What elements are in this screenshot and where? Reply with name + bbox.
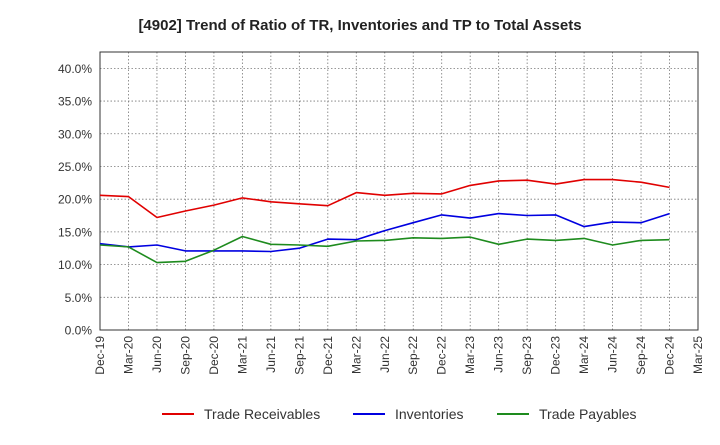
y-tick-label: 30.0%	[58, 127, 92, 141]
x-tick-label: Mar-24	[577, 336, 591, 374]
y-tick-label: 10.0%	[58, 258, 92, 272]
legend-item: Trade Receivables	[162, 406, 320, 422]
x-tick-label: Mar-23	[463, 336, 477, 374]
legend-label: Trade Payables	[539, 406, 637, 422]
x-tick-label: Jun-21	[264, 336, 278, 373]
x-tick-label: Jun-24	[606, 336, 620, 373]
series-line-trade-payables	[99, 235, 670, 264]
x-tick-label: Sep-22	[406, 336, 420, 375]
x-tick-label: Mar-20	[121, 336, 135, 374]
plot-frame	[99, 51, 699, 331]
x-tick-label: Dec-19	[93, 336, 107, 375]
x-tick-label: Sep-23	[520, 336, 534, 375]
x-tick-label: Dec-21	[321, 336, 335, 375]
x-tick-label: Dec-23	[549, 336, 563, 375]
x-axis: Dec-19 Mar-20 Jun-20 Sep-20 Dec-20 Mar-21 Jun-…	[93, 336, 705, 375]
legend: Trade Receivables Inventories Trade Payabl…	[162, 406, 637, 422]
series-line-trade-receivables	[99, 178, 670, 219]
x-tick-label: Mar-25	[691, 336, 705, 374]
x-tick-label: Sep-20	[178, 336, 192, 375]
x-tick-label: Dec-24	[663, 336, 677, 375]
legend-item: Trade Payables	[497, 406, 637, 422]
y-tick-label: 5.0%	[65, 291, 93, 305]
legend-item: Inventories	[353, 406, 463, 422]
y-tick-label: 0.0%	[65, 324, 93, 338]
y-tick-label: 40.0%	[58, 62, 92, 76]
x-tick-label: Mar-22	[349, 336, 363, 374]
y-tick-label: 35.0%	[58, 95, 92, 109]
y-tick-label: 15.0%	[58, 225, 92, 239]
series-line-inventories	[99, 212, 670, 253]
x-tick-label: Jun-22	[378, 336, 392, 373]
x-tick-label: Sep-21	[292, 336, 306, 375]
x-tick-label: Jun-20	[150, 336, 164, 373]
x-tick-label: Jun-23	[492, 336, 506, 373]
y-axis: 0.0% 5.0% 10.0% 15.0% 20.0% 25.0% 30.0% 35.0% 40…	[58, 62, 92, 338]
legend-label: Inventories	[395, 406, 463, 422]
x-tick-label: Mar-21	[235, 336, 249, 374]
x-tick-label: Dec-22	[435, 336, 449, 375]
x-tick-label: Dec-20	[207, 336, 221, 375]
grid-layer	[100, 52, 698, 330]
legend-label: Trade Receivables	[204, 406, 320, 422]
chart-title: [4902] Trend of Ratio of TR, Inventories…	[138, 17, 581, 34]
x-tick-label: Sep-24	[634, 336, 648, 375]
y-tick-label: 20.0%	[58, 193, 92, 207]
y-tick-label: 25.0%	[58, 160, 92, 174]
series-layer	[99, 178, 670, 264]
